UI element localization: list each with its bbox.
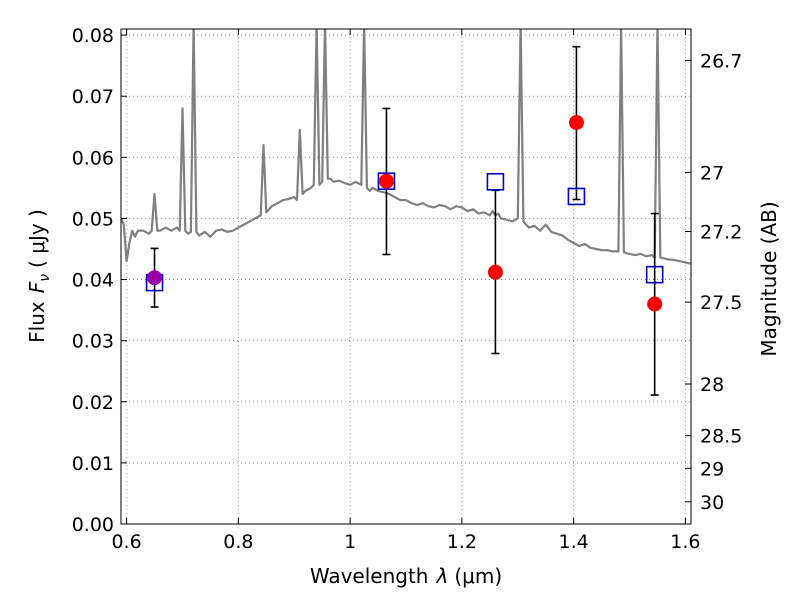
plot-background xyxy=(121,29,691,524)
model-spectrum-line xyxy=(121,29,691,265)
y2-tick-label: 28.5 xyxy=(700,426,742,448)
y2-axis-label: Magnitude (AB) xyxy=(757,201,781,356)
y2-axis-ticks: 26.7 27 27.2 27.5 28 28.5 29 30 xyxy=(685,50,742,514)
y-tick-label: 0.05 xyxy=(72,208,114,230)
model-flux-square xyxy=(645,265,664,284)
x-tick-label: 1.2 xyxy=(447,531,477,553)
y-axis-ticks: 0.00 0.01 0.02 0.03 0.04 0.05 0.06 0.07 0.08 xyxy=(72,25,127,536)
observed-flux-point xyxy=(378,173,394,189)
y-tick-label: 0.02 xyxy=(72,392,114,414)
x-tick-label: 1.4 xyxy=(559,531,589,553)
y2-tick-label: 29 xyxy=(700,458,724,480)
y-tick-label: 0.07 xyxy=(72,86,114,108)
y-tick-label: 0.01 xyxy=(72,453,114,475)
x-tick-label: 1.6 xyxy=(670,531,700,553)
model-flux-square xyxy=(486,172,505,191)
x-tick-label: 1 xyxy=(344,531,356,553)
observed-flux-point-purple xyxy=(147,270,163,286)
markers-group xyxy=(145,115,664,312)
y-axis-label: FluxFν( μJy ) xyxy=(25,209,53,343)
x-tick-label: 0.6 xyxy=(111,531,141,553)
y2-tick-label: 27.2 xyxy=(700,222,742,244)
model-flux-square xyxy=(567,187,586,206)
x-axis-ticks: 0.6 0.8 1 1.2 1.4 1.6 xyxy=(111,29,701,553)
y2-tick-label: 27 xyxy=(700,162,724,184)
observed-flux-point xyxy=(568,115,584,130)
y2-tick-label: 28 xyxy=(700,374,724,396)
y-tick-label: 0.03 xyxy=(72,331,114,353)
y-tick-label: 0.08 xyxy=(72,25,114,47)
y-tick-label: 0.04 xyxy=(72,270,114,292)
model-flux-square xyxy=(377,172,396,190)
observed-flux-point xyxy=(647,296,663,312)
observed-flux-point xyxy=(487,264,503,280)
x-tick-label: 0.8 xyxy=(223,531,253,553)
x-axis-label: Wavelength λ (μm) xyxy=(310,564,502,588)
y2-tick-label: 27.5 xyxy=(700,292,742,314)
y2-tick-label: 26.7 xyxy=(700,50,742,72)
y-tick-label: 0.06 xyxy=(72,147,114,169)
y-tick-label: 0.00 xyxy=(72,514,114,536)
model-spectrum-group xyxy=(121,29,691,265)
y2-tick-label: 30 xyxy=(700,492,724,514)
plot-frame xyxy=(120,28,692,525)
